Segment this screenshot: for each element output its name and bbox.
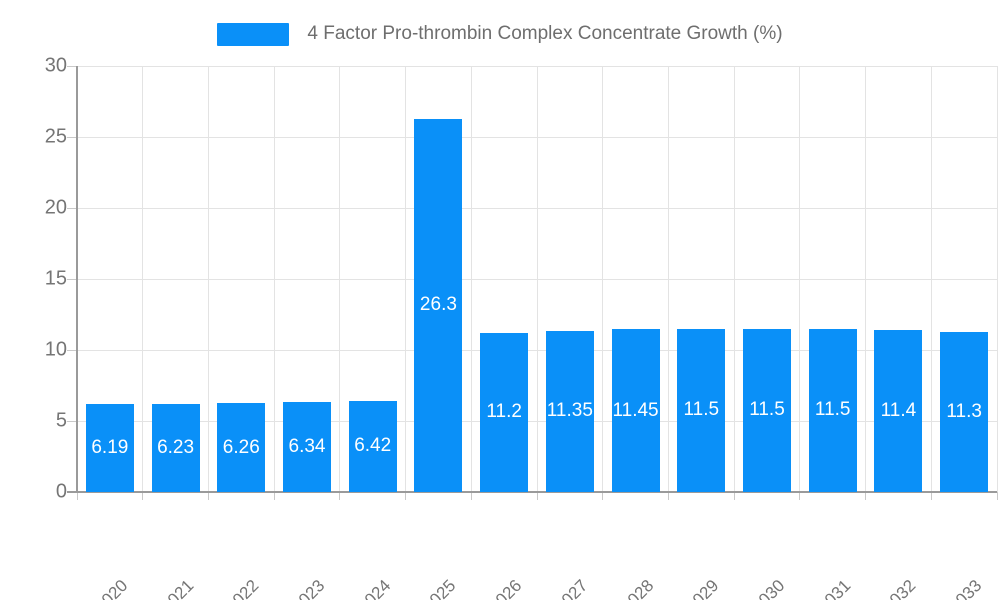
x-gridline: [602, 66, 604, 492]
x-gridline: [207, 66, 209, 492]
legend-swatch[interactable]: [217, 22, 290, 46]
x-gridline: [799, 66, 801, 492]
x-gridline: [273, 66, 275, 492]
bar-2027-2028[interactable]: 11.45: [611, 329, 660, 492]
y-axis-tick: [67, 207, 76, 209]
x-axis-tick: [273, 492, 275, 500]
y-axis-tick: [67, 278, 76, 280]
x-axis-line: [67, 491, 997, 493]
x-gridline: [470, 66, 472, 492]
y-axis-label: 15: [44, 267, 67, 290]
bar-2022-2023[interactable]: 6.34: [283, 401, 331, 492]
bar-value-label: 6.34: [288, 435, 326, 457]
bar-value-label: 11.4: [880, 400, 917, 422]
y-axis-tick: [67, 65, 76, 67]
x-gridline: [733, 66, 735, 492]
x-axis-tick: [339, 492, 341, 500]
bar-value-label: 11.5: [749, 399, 785, 421]
bar-2019-2020[interactable]: 6.19: [85, 404, 134, 492]
x-axis-label: 2032-2033: [915, 576, 987, 600]
x-gridline: [996, 66, 998, 492]
bar-value-label: 6.23: [157, 436, 195, 458]
x-axis-tick: [142, 492, 144, 500]
x-gridline: [667, 66, 669, 492]
bar-value-label: 11.3: [946, 400, 982, 422]
y-axis-label: 0: [55, 480, 67, 503]
x-gridline: [865, 66, 867, 492]
x-gridline: [930, 66, 932, 492]
x-axis-label: 2020-2021: [126, 576, 198, 600]
y-axis-label: 25: [44, 125, 67, 148]
x-axis-tick: [536, 492, 538, 500]
bar-value-label: 26.3: [419, 294, 457, 316]
x-axis-tick: [405, 492, 407, 500]
bar-2030-2031[interactable]: 11.5: [808, 328, 857, 492]
x-axis-tick: [207, 492, 209, 500]
y-axis-tick: [67, 349, 76, 351]
y-axis-label: 5: [55, 409, 67, 432]
bar-2024-2025[interactable]: 26.3: [414, 118, 463, 492]
plot-area: 0 5 10 15 20 25 30 6.19 6.23 6.26 6.34 6.42 26.3 11.2…: [45, 55, 998, 600]
bar-value-label: 6.42: [354, 435, 392, 457]
x-axis-label: 2019-2020: [60, 576, 132, 600]
bar-2025-2026[interactable]: 11.2: [480, 332, 529, 492]
bar-value-label: 11.5: [683, 399, 720, 421]
x-axis-tick: [930, 492, 932, 500]
x-axis-tick: [602, 492, 604, 500]
x-axis-label: 2028-2029: [652, 576, 724, 600]
y-axis-label: 20: [44, 196, 67, 219]
x-axis-label: 2023-2024: [323, 576, 395, 600]
bar-2020-2021[interactable]: 6.23: [151, 403, 200, 492]
x-gridline: [142, 66, 144, 492]
bar-2021-2022[interactable]: 6.26: [217, 403, 266, 492]
x-axis-tick: [865, 492, 867, 500]
x-gridline: [339, 66, 341, 492]
y-axis-line: [76, 66, 78, 492]
bar-value-label: 11.45: [612, 399, 659, 421]
x-axis-tick: [996, 492, 998, 500]
y-axis-tick: [67, 420, 76, 422]
x-axis-tick: [733, 492, 735, 500]
x-axis-tick: [470, 492, 472, 500]
bar-2031-2032[interactable]: 11.4: [874, 330, 923, 492]
x-gridline: [405, 66, 407, 492]
bar-2028-2029[interactable]: 11.5: [677, 328, 726, 492]
x-axis-label: 2030-2031: [783, 576, 855, 600]
bar-2032-2033[interactable]: 11.3: [940, 331, 989, 492]
chart-title: 4 Factor Pro-thrombin Complex Concentrat…: [307, 23, 783, 44]
x-axis-tick: [799, 492, 801, 500]
x-axis-label: 2027-2028: [586, 576, 658, 600]
bar-2026-2027[interactable]: 11.35: [545, 330, 594, 492]
x-axis-label: 2021-2022: [192, 576, 264, 600]
bar-value-label: 11.5: [814, 399, 851, 421]
x-axis-tick: [76, 492, 78, 500]
bar-value-label: 11.2: [486, 401, 522, 423]
bar-2023-2024[interactable]: 6.42: [348, 400, 397, 492]
x-axis-label: 2022-2023: [258, 576, 330, 600]
bar-2029-2030[interactable]: 11.5: [743, 328, 791, 492]
chart-legend[interactable]: 4 Factor Pro-thrombin Complex Concentrat…: [0, 20, 1000, 48]
x-axis-tick: [667, 492, 669, 500]
bar-value-label: 6.19: [91, 437, 129, 459]
x-axis-label: 2031-2032: [849, 576, 921, 600]
x-gridline: [536, 66, 538, 492]
x-axis-label: 2029-2030: [718, 576, 790, 600]
y-axis-tick: [67, 136, 76, 138]
y-axis-label: 10: [44, 338, 67, 361]
bar-value-label: 6.26: [222, 436, 260, 458]
bar-value-label: 11.35: [546, 400, 593, 422]
x-axis-label: 2026-2027: [520, 576, 592, 600]
y-axis-label: 30: [44, 54, 67, 77]
